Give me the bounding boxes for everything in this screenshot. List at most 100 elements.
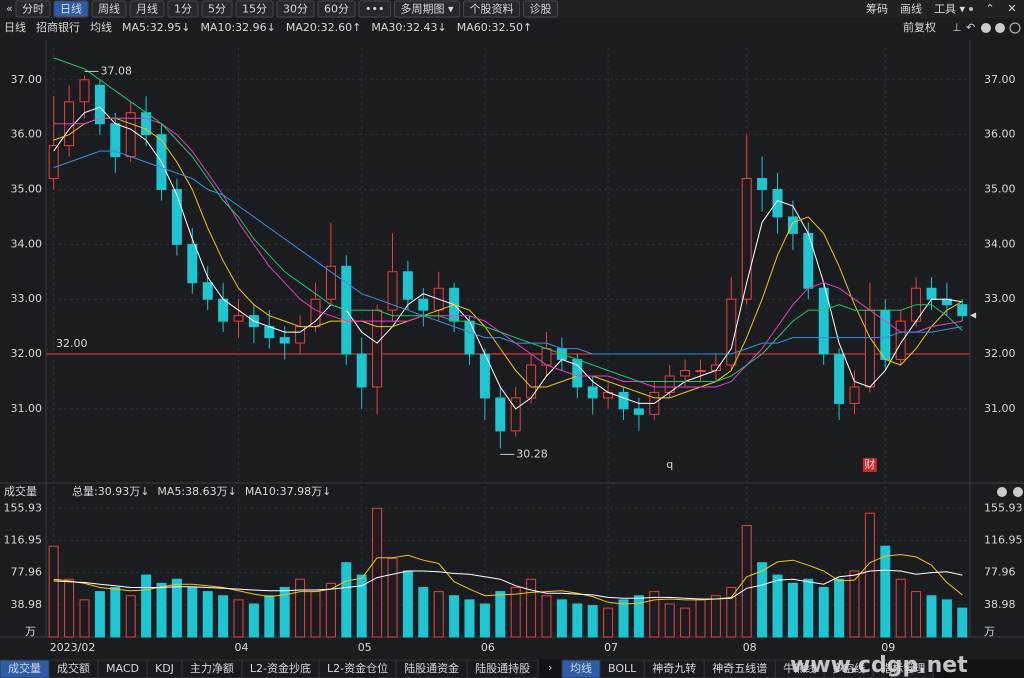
- tab-label[interactable]: 主力净额: [190, 661, 234, 675]
- candle-body: [849, 386, 860, 404]
- tab-label[interactable]: 均线: [570, 661, 592, 675]
- settings[interactable]: [1009, 22, 1021, 34]
- candle-body: [94, 84, 105, 125]
- toolbar-right-label[interactable]: 筹码: [866, 2, 888, 16]
- y-unit-right: 万: [984, 625, 995, 638]
- tab[interactable]: [466, 659, 539, 678]
- y-tick-label-right: 37.00: [984, 73, 1016, 86]
- high-label: 37.08: [101, 64, 133, 77]
- toolbar-label[interactable]: 15分: [242, 3, 267, 16]
- tab-label[interactable]: KDJ: [155, 662, 174, 675]
- y-tick-label-right: 32.00: [984, 347, 1016, 360]
- event-label[interactable]: q: [666, 458, 673, 471]
- tab-label[interactable]: L2-资金仓位: [327, 661, 388, 675]
- volume-bar: [418, 586, 429, 638]
- zoom-out[interactable]: [995, 23, 1005, 33]
- volume-bar: [957, 607, 968, 638]
- icon[interactable]: ↶: [966, 21, 975, 34]
- volume-bar: [787, 582, 798, 638]
- toolbar-button[interactable]: [463, 0, 520, 18]
- tab-label[interactable]: 成交额: [57, 661, 90, 675]
- toolbar-label[interactable]: 分时: [22, 3, 44, 16]
- tab[interactable]: [872, 659, 934, 678]
- volume-bar: [649, 591, 660, 638]
- candle-body: [110, 123, 121, 158]
- toolbar-button[interactable]: [393, 0, 460, 18]
- volume-bar: [279, 586, 290, 638]
- toolbar-button[interactable]: [15, 0, 51, 18]
- tab-label[interactable]: 神奇九转: [652, 661, 696, 675]
- tab-label[interactable]: 陆股通资金: [404, 661, 459, 675]
- close-icon[interactable]: ✕: [1007, 2, 1016, 15]
- volume-bar: [710, 595, 721, 638]
- toolbar-label[interactable]: 诊股: [530, 2, 552, 16]
- volume-bar: [79, 599, 90, 638]
- toolbar-button[interactable]: [235, 0, 274, 18]
- add-panel[interactable]: [1013, 487, 1023, 497]
- icon[interactable]: ⊥: [952, 21, 962, 34]
- toolbar-label[interactable]: 5分: [208, 3, 226, 16]
- tab-label[interactable]: 多空线: [832, 661, 865, 675]
- dot-icon[interactable]: [969, 7, 973, 11]
- event-badge[interactable]: [862, 458, 877, 472]
- volume-bar: [248, 603, 259, 638]
- volume-ma-line: [53, 553, 963, 605]
- legend-entry: MA10:32.96↓: [200, 21, 275, 34]
- x-tick-label: 04: [235, 641, 249, 654]
- tab-label[interactable]: 神奇五线谱: [712, 661, 767, 675]
- stock-name: 招商银行: [36, 20, 80, 34]
- candle-body: [218, 298, 229, 322]
- y-tick-label: 37.00: [11, 73, 43, 86]
- toolbar-right-label[interactable]: 工具 ▾: [934, 3, 965, 16]
- y-tick-label-right: 116.95: [984, 533, 1023, 546]
- candle-body: [818, 287, 829, 355]
- zoom-in[interactable]: [981, 23, 991, 33]
- tab-arrow[interactable]: ›: [548, 661, 552, 674]
- watermark: www.cdgp.net: [790, 653, 968, 678]
- toolbar-button[interactable]: [276, 0, 315, 18]
- volume-bar: [495, 591, 506, 638]
- tab-label[interactable]: 成交量: [8, 661, 41, 675]
- toolbar-label[interactable]: 1分: [174, 3, 192, 16]
- tab-label[interactable]: 指标管理: [881, 661, 925, 675]
- x-tick-label: 08: [743, 641, 757, 654]
- tab-label[interactable]: 牛熊线: [783, 661, 816, 675]
- toolbar-button[interactable]: [129, 0, 165, 18]
- toolbar-label[interactable]: 60分: [324, 3, 349, 16]
- adjust-label[interactable]: 前复权: [903, 20, 936, 34]
- toolbar-button[interactable]: [167, 0, 199, 18]
- toolbar-label[interactable]: 个股资料: [470, 2, 514, 16]
- tab-label[interactable]: BOLL: [608, 662, 637, 675]
- tab-label[interactable]: MACD: [106, 662, 139, 675]
- toolbar-button[interactable]: [317, 0, 356, 18]
- volume-bar: [156, 582, 167, 638]
- toolbar-label[interactable]: 周线: [98, 2, 120, 16]
- candle-body: [864, 309, 875, 388]
- toolbar-button[interactable]: [201, 0, 233, 18]
- volume-bar: [818, 586, 829, 638]
- tab-label[interactable]: L2-资金抄底: [250, 661, 311, 675]
- toolbar-button[interactable]: [91, 0, 127, 18]
- toolbar-button[interactable]: [523, 0, 558, 18]
- toolbar-button[interactable]: [53, 0, 89, 18]
- volume-bar: [664, 603, 675, 638]
- toolbar-label[interactable]: 日线: [60, 2, 82, 16]
- toolbar-button[interactable]: [358, 0, 391, 18]
- toolbar-label[interactable]: •••: [365, 3, 384, 16]
- toolbar-right-label[interactable]: 画线: [900, 2, 922, 16]
- close-panel[interactable]: [997, 487, 1007, 497]
- toolbar-label[interactable]: 月线: [136, 2, 158, 16]
- tab-label[interactable]: 陆股通持股: [475, 661, 530, 675]
- back-icon[interactable]: «: [6, 2, 13, 15]
- menu-icon[interactable]: ⌃: [985, 2, 994, 15]
- event-label[interactable]: 财: [864, 457, 875, 471]
- volume-title: 成交量: [4, 484, 37, 498]
- toolbar-label[interactable]: 多周期图 ▾: [400, 2, 453, 16]
- candle-body: [418, 298, 429, 311]
- volume-bar: [526, 578, 537, 638]
- volume-bar: [94, 591, 105, 638]
- volume-bar: [587, 605, 598, 638]
- toolbar-label[interactable]: 30分: [283, 3, 308, 16]
